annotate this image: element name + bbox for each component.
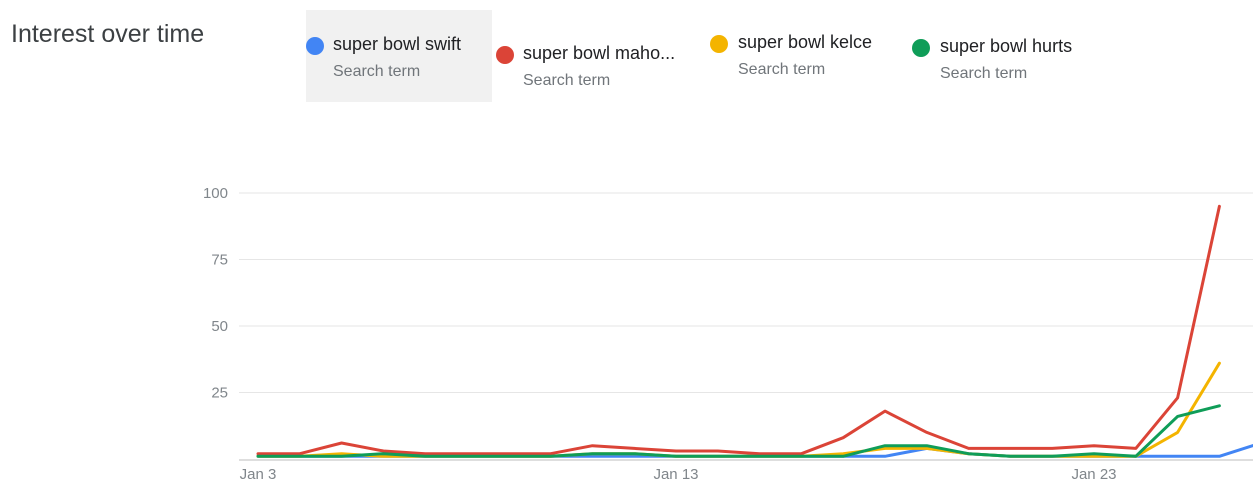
y-tick-label: 100 — [203, 185, 228, 202]
y-tick-label: 25 — [211, 385, 228, 402]
x-tick-label: Jan 23 — [1071, 466, 1116, 482]
series-line-super-bowl-kelce — [258, 363, 1219, 456]
series-line-super-bowl-hurts — [258, 406, 1219, 457]
y-tick-label: 75 — [211, 252, 228, 269]
series-line-super-bowl-mahomes — [258, 206, 1219, 453]
y-tick-label: 50 — [211, 318, 228, 335]
x-tick-label: Jan 3 — [240, 466, 277, 482]
x-tick-label: Jan 13 — [653, 466, 698, 482]
